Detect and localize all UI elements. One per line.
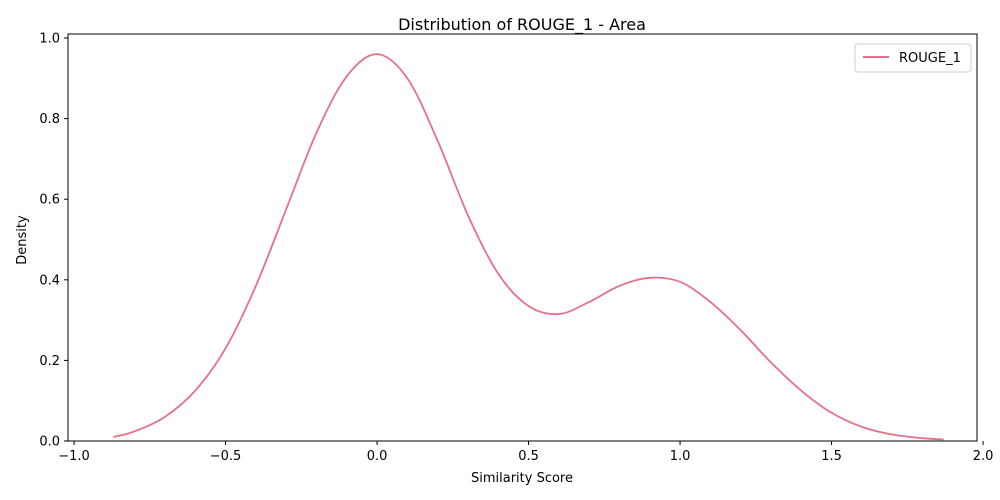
legend-box xyxy=(854,43,972,73)
x-tick-label: −1.0 xyxy=(58,449,90,464)
x-tick-label: 1.0 xyxy=(670,449,691,464)
x-tick-label: 1.5 xyxy=(821,449,842,464)
y-tick-label: 0.2 xyxy=(39,354,60,369)
plot-area xyxy=(67,33,978,442)
y-tick-label: 0.6 xyxy=(39,193,60,208)
x-tick-label: 2.0 xyxy=(973,449,994,464)
x-axis-label: Similarity Score xyxy=(471,471,573,486)
y-axis-label: Density xyxy=(15,215,30,265)
x-tick-label: 0.0 xyxy=(367,449,388,464)
x-axis: −1.0 −0.5 0.0 0.5 1.0 1.5 2.0 xyxy=(58,441,993,464)
y-tick-label: 1.0 xyxy=(39,32,60,47)
y-tick-label: 0.8 xyxy=(39,112,60,127)
x-tick-label: −0.5 xyxy=(210,449,242,464)
chart-title: Distribution of ROUGE_1 - Area xyxy=(398,15,646,35)
x-tick-label: 0.5 xyxy=(518,449,539,464)
legend: ROUGE_1 xyxy=(854,43,972,73)
y-tick-label: 0.0 xyxy=(39,435,60,450)
series-line-rouge-1 xyxy=(113,53,944,441)
plot-frame xyxy=(67,33,978,442)
legend-label-rouge-1: ROUGE_1 xyxy=(899,51,961,66)
y-tick-label: 0.4 xyxy=(39,273,60,288)
y-axis: 0.0 0.2 0.4 0.6 0.8 1.0 xyxy=(39,32,68,450)
